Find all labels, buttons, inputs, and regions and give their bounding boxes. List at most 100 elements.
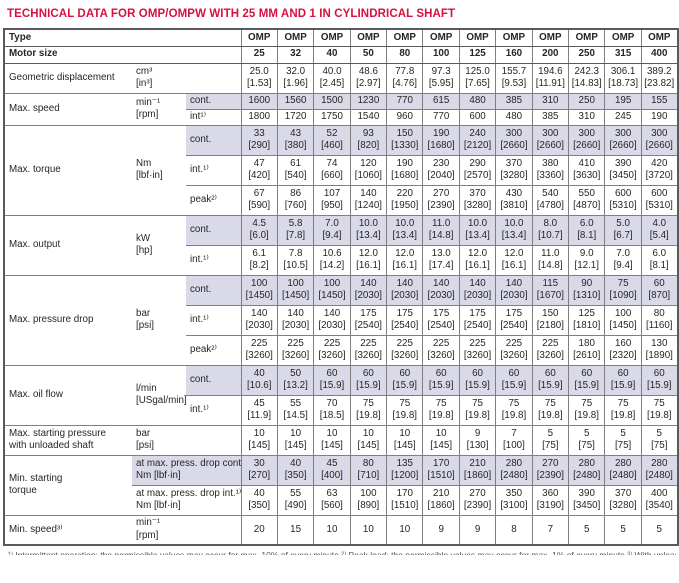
value-cell: 225 [3260] bbox=[458, 334, 497, 366]
type-header-cell: OMP bbox=[495, 28, 533, 47]
motor-size-cell: 160 bbox=[495, 45, 533, 64]
value-cell: 25.0 [1.53] bbox=[240, 62, 278, 94]
value-cell: 160 [2320] bbox=[604, 334, 642, 366]
value-cell: 67 [590] bbox=[240, 184, 278, 216]
value-cell: 225 [3260] bbox=[313, 334, 351, 366]
value-cell: 100 [1450] bbox=[604, 304, 642, 336]
param-label: Max. oil flow bbox=[3, 364, 132, 426]
motor-size-cell: 25 bbox=[240, 45, 278, 64]
value-cell: 1500 bbox=[313, 92, 351, 110]
value-cell: 55 [14.5] bbox=[276, 394, 315, 426]
page-title: TECHNICAL DATA FOR OMP/OMPW WITH 25 MM A… bbox=[7, 8, 456, 20]
value-cell: 140 [2030] bbox=[386, 274, 424, 306]
type-header-cell: OMP bbox=[240, 28, 278, 47]
param-label: Min. speed³⁾ bbox=[3, 514, 132, 546]
value-cell: 93 [820] bbox=[349, 124, 388, 156]
value-cell: 10 [145] bbox=[349, 424, 388, 456]
type-header-cell: OMP bbox=[422, 28, 460, 47]
value-cell: 10 [145] bbox=[386, 424, 424, 456]
sub-label: at max. press. drop int.¹⁾ Nm [lbf·in] bbox=[132, 484, 242, 516]
value-cell: 5 bbox=[604, 514, 642, 546]
unit-label: min⁻¹ [rpm] bbox=[132, 92, 186, 126]
value-cell: 75 [19.8] bbox=[640, 394, 679, 426]
value-cell: 8 bbox=[495, 514, 533, 546]
param-label: Max. pressure drop bbox=[3, 274, 132, 366]
value-cell: 400 [3540] bbox=[640, 484, 679, 516]
value-cell: 40 [350] bbox=[276, 454, 315, 486]
value-cell: 60 [15.9] bbox=[604, 364, 642, 396]
value-cell: 10.0 [13.4] bbox=[495, 214, 533, 246]
value-cell: 1800 bbox=[240, 108, 278, 126]
value-cell: 770 bbox=[386, 92, 424, 110]
value-cell: 7 bbox=[531, 514, 570, 546]
value-cell: 225 [3260] bbox=[495, 334, 533, 366]
technical-data-table: Type OMP OMP OMP OMP OMP OMP OMP OMP OMP OMP OMP OMP… bbox=[3, 28, 679, 546]
value-cell: 380 [3360] bbox=[531, 154, 570, 186]
value-cell: 45 [11.9] bbox=[240, 394, 278, 426]
value-cell: 175 [2540] bbox=[386, 304, 424, 336]
type-header-cell: OMP bbox=[604, 28, 642, 47]
value-cell: 4.5 [6.0] bbox=[240, 214, 278, 246]
value-cell: 170 [1510] bbox=[386, 484, 424, 516]
datasheet-page: TECHNICAL DATA FOR OMP/OMPW WITH 25 MM A… bbox=[3, 8, 679, 555]
value-cell: 190 [1680] bbox=[422, 124, 460, 156]
value-cell: 194.6 [11.91] bbox=[531, 62, 570, 94]
value-cell: 7.0 [9.4] bbox=[313, 214, 351, 246]
value-cell: 10 bbox=[386, 514, 424, 546]
value-cell: 80 [1160] bbox=[640, 304, 679, 336]
value-cell: 210 [1860] bbox=[458, 454, 497, 486]
value-cell: 280 [2480] bbox=[495, 454, 533, 486]
value-cell: 60 [15.9] bbox=[640, 364, 679, 396]
value-cell: 100 [1450] bbox=[276, 274, 315, 306]
value-cell: 140 [1240] bbox=[349, 184, 388, 216]
value-cell: 240 [2120] bbox=[458, 124, 497, 156]
value-cell: 140 [2030] bbox=[422, 274, 460, 306]
value-cell: 9.0 [12.1] bbox=[568, 244, 606, 276]
motor-size-cell: 250 bbox=[568, 45, 606, 64]
value-cell: 225 [3260] bbox=[422, 334, 460, 366]
value-cell: 80 [710] bbox=[349, 454, 388, 486]
value-cell: 15 bbox=[276, 514, 315, 546]
value-cell: 480 bbox=[495, 108, 533, 126]
value-cell: 390 [3450] bbox=[568, 484, 606, 516]
unit-label: min⁻¹ [rpm] bbox=[132, 514, 242, 546]
value-cell: 280 [2480] bbox=[604, 454, 642, 486]
value-cell: 40 [10.6] bbox=[240, 364, 278, 396]
value-cell: 430 [3810] bbox=[495, 184, 533, 216]
value-cell: 12.0 [16.1] bbox=[495, 244, 533, 276]
sub-label: cont. bbox=[186, 364, 242, 396]
value-cell: 1230 bbox=[349, 92, 388, 110]
type-header-cell: OMP bbox=[276, 28, 315, 47]
unit-label: kW [hp] bbox=[132, 214, 186, 276]
param-label: Max. starting pressure with unloaded shaf… bbox=[3, 424, 132, 456]
value-cell: 33 [290] bbox=[240, 124, 278, 156]
value-cell: 140 [2030] bbox=[313, 304, 351, 336]
value-cell: 225 [3260] bbox=[531, 334, 570, 366]
value-cell: 960 bbox=[386, 108, 424, 126]
sub-label: at max. press. drop cont. Nm [lbf·in] bbox=[132, 454, 242, 486]
unit-label: Nm [lbf·in] bbox=[132, 124, 186, 216]
value-cell: 1560 bbox=[276, 92, 315, 110]
value-cell: 97.3 [5.95] bbox=[422, 62, 460, 94]
value-cell: 55 [490] bbox=[276, 484, 315, 516]
value-cell: 4.0 [5.4] bbox=[640, 214, 679, 246]
value-cell: 63 [560] bbox=[313, 484, 351, 516]
param-label: Max. torque bbox=[3, 124, 132, 216]
value-cell: 20 bbox=[240, 514, 278, 546]
value-cell: 11.0 [14.8] bbox=[422, 214, 460, 246]
value-cell: 195 bbox=[604, 92, 642, 110]
value-cell: 389.2 [23.82] bbox=[640, 62, 679, 94]
value-cell: 360 [3190] bbox=[531, 484, 570, 516]
value-cell: 75 [19.8] bbox=[568, 394, 606, 426]
value-cell: 7.8 [10.5] bbox=[276, 244, 315, 276]
value-cell: 550 [4870] bbox=[568, 184, 606, 216]
value-cell: 32.0 [1.96] bbox=[276, 62, 315, 94]
value-cell: 135 [1200] bbox=[386, 454, 424, 486]
value-cell: 250 bbox=[568, 92, 606, 110]
value-cell: 100 [1450] bbox=[313, 274, 351, 306]
unit-label: bar [psi] bbox=[132, 424, 242, 456]
sub-label: int.¹⁾ bbox=[186, 304, 242, 336]
motor-size-cell: 40 bbox=[313, 45, 351, 64]
value-cell: 11.0 [14.8] bbox=[531, 244, 570, 276]
value-cell: 150 [2180] bbox=[531, 304, 570, 336]
